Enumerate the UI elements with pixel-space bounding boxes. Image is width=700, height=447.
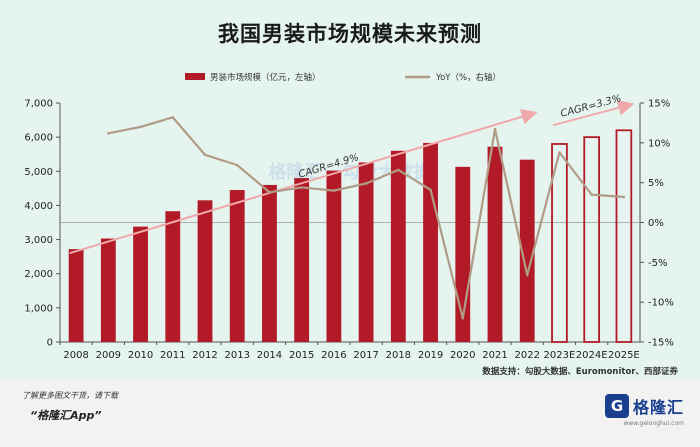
x-tick-label: 2019 [418, 350, 443, 361]
logo-icon: G [604, 394, 629, 418]
bar [326, 170, 342, 342]
bar [294, 178, 310, 342]
legend-bar-label: 男装市场规模（亿元，左轴） [210, 72, 321, 83]
yoy-point [332, 189, 336, 192]
left-tick-label: 0 [47, 338, 53, 349]
yoy-point [525, 273, 529, 277]
left-tick-label: 1,000 [24, 303, 53, 314]
x-tick-label: 2014 [257, 350, 282, 361]
yoy-point [139, 125, 142, 129]
right-tick-label: 0% [648, 218, 664, 229]
right-tick-label: -10% [648, 298, 674, 309]
x-tick-label: 2022 [514, 350, 539, 361]
bar [133, 226, 148, 342]
bar [487, 146, 503, 342]
watermark: 格隆汇 · 勾股大数据 [268, 161, 431, 183]
x-tick-label: 2020 [450, 350, 475, 361]
promo-line-2[interactable]: “格隆汇App” [30, 409, 102, 422]
x-tick-label: 2011 [160, 350, 185, 361]
bar-estimate [583, 136, 600, 343]
bar [262, 184, 277, 342]
yoy-point [171, 116, 175, 119]
x-tick-label: 2017 [353, 350, 378, 361]
source-note: 数据支持：勾股大数据、Euromonitor、西部证券 [482, 367, 678, 377]
x-tick-label: 2008 [63, 350, 88, 361]
axes: 0 1,000 2,000 3,000 4,000 5,000 6,000 7,000 -15%… [24, 99, 673, 362]
yoy-point [235, 163, 239, 167]
watermark-text: 格隆汇 · 勾股大数据 [268, 161, 431, 183]
bar [229, 190, 245, 342]
cagr-arrow [552, 100, 635, 127]
yoy-series [107, 116, 626, 320]
left-tick-label: 6,000 [24, 133, 53, 144]
x-tick-label: 2021 [482, 350, 507, 361]
chart-background [0, 0, 700, 380]
left-tick-label: 5,000 [24, 167, 53, 178]
yoy-point [107, 131, 110, 135]
yoy-point [203, 153, 207, 157]
legend: 男装市场规模（亿元，左轴） YoY（%，右轴） [185, 72, 501, 83]
x-tick-label: 2010 [128, 350, 153, 361]
yoy-point [493, 127, 497, 131]
right-tick-label: -15% [648, 338, 674, 349]
x-tick-label: 2012 [192, 350, 217, 361]
logo-url: www.gelonghui.com [623, 420, 684, 427]
bar [197, 200, 213, 342]
x-tick-label: 2016 [321, 350, 346, 361]
legend-line-label: YoY（%，右轴） [435, 72, 501, 83]
bar [100, 238, 116, 342]
right-tick-label: 10% [648, 138, 670, 149]
bar [68, 249, 84, 342]
left-tick-label: 2,000 [24, 269, 53, 280]
bar-estimate [615, 129, 633, 343]
yoy-point [300, 186, 303, 189]
x-tick-label: 2023E [544, 350, 576, 361]
cagr-arrow [69, 109, 538, 255]
bar [165, 211, 181, 342]
legend-bar-swatch [185, 73, 205, 80]
x-tick-label: 2018 [386, 350, 411, 361]
x-tick-label: 2025E [608, 350, 640, 361]
yoy-point [397, 168, 400, 172]
left-tick-label: 4,000 [24, 201, 53, 212]
right-tick-label: 15% [648, 99, 670, 110]
yoy-point [590, 193, 593, 196]
chart-title: 我国男装市场规模未来预测 [218, 22, 482, 46]
x-tick-label: 2013 [224, 350, 249, 361]
bar [390, 150, 406, 342]
x-tick-label: 2015 [289, 350, 314, 361]
footer-background [0, 380, 700, 447]
brand-logo[interactable]: G 格隆汇 [604, 394, 684, 418]
logo-name: 格隆汇 [632, 398, 684, 417]
left-tick-label: 3,000 [24, 235, 53, 246]
bar-estimate [551, 143, 568, 343]
yoy-point [622, 195, 626, 199]
yoy-point [429, 188, 432, 192]
chart-svg: 格隆汇 · 勾股大数据 男装市场规模（亿元，左轴） YoY（%，右轴） 0 1,00… [24, 72, 673, 362]
bar [358, 162, 374, 342]
yoy-point [364, 182, 368, 185]
x-tick-label: 2024E [576, 350, 608, 361]
promo-line-1: 了解更多图文干货，请下载 [22, 391, 118, 400]
right-tick-label: 5% [648, 178, 664, 189]
bar [519, 159, 535, 342]
x-tick-label: 2009 [96, 350, 121, 361]
yoy-point [461, 316, 465, 320]
right-tick-label: -5% [648, 258, 667, 269]
left-tick-label: 7,000 [24, 99, 53, 110]
bar [423, 142, 438, 342]
yoy-point [268, 190, 271, 194]
yoy-point [558, 151, 561, 154]
